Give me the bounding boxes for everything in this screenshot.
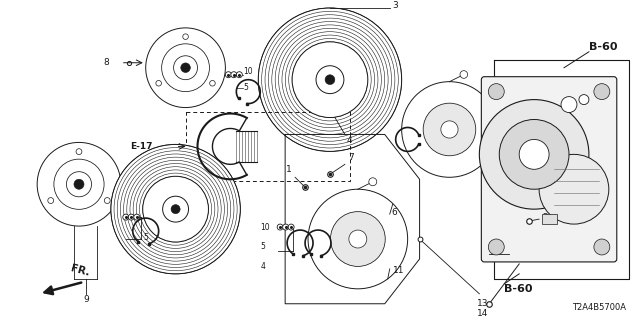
Circle shape (146, 28, 225, 108)
Bar (186, 112, 350, 181)
Text: 4: 4 (347, 136, 353, 146)
Circle shape (236, 72, 243, 78)
Circle shape (441, 121, 458, 138)
Text: 5: 5 (144, 233, 148, 242)
Circle shape (111, 144, 241, 274)
Circle shape (488, 84, 504, 100)
Text: 3: 3 (393, 2, 399, 11)
Circle shape (76, 149, 82, 155)
Circle shape (579, 95, 589, 105)
Circle shape (123, 214, 129, 220)
Text: 6: 6 (392, 208, 397, 217)
Text: 7: 7 (348, 153, 354, 162)
Text: 11: 11 (393, 266, 404, 276)
Circle shape (308, 189, 408, 289)
Circle shape (259, 8, 402, 151)
Circle shape (74, 179, 84, 189)
FancyBboxPatch shape (481, 77, 617, 262)
Circle shape (283, 224, 289, 230)
Text: 4: 4 (260, 262, 265, 271)
Circle shape (402, 82, 497, 177)
Circle shape (479, 100, 589, 209)
Circle shape (316, 66, 344, 94)
Text: 2: 2 (542, 212, 548, 222)
Text: 10: 10 (144, 212, 154, 222)
Text: B-60: B-60 (589, 42, 618, 52)
Circle shape (488, 239, 504, 255)
Circle shape (183, 34, 188, 39)
Text: 8: 8 (103, 58, 109, 67)
Circle shape (104, 198, 110, 204)
Circle shape (539, 154, 609, 224)
Circle shape (128, 214, 134, 220)
Circle shape (460, 71, 468, 78)
Circle shape (210, 80, 215, 86)
Circle shape (423, 103, 476, 156)
Circle shape (156, 80, 161, 86)
Circle shape (519, 140, 549, 169)
Text: B-60: B-60 (504, 284, 532, 294)
Circle shape (369, 178, 377, 186)
Circle shape (48, 198, 54, 204)
Circle shape (330, 212, 385, 267)
Text: 5: 5 (260, 243, 265, 252)
Circle shape (325, 75, 335, 84)
Text: 5: 5 (243, 83, 248, 92)
Text: 14: 14 (477, 309, 488, 318)
Circle shape (180, 63, 190, 73)
Circle shape (594, 239, 610, 255)
Text: FR.: FR. (69, 263, 90, 278)
Circle shape (349, 230, 367, 248)
Circle shape (288, 224, 294, 230)
Text: 10: 10 (243, 67, 253, 76)
Circle shape (163, 196, 189, 222)
Circle shape (37, 142, 121, 226)
Text: 10: 10 (260, 223, 270, 232)
Circle shape (231, 72, 237, 78)
Circle shape (143, 176, 209, 242)
Circle shape (225, 72, 232, 78)
Text: 13: 13 (477, 299, 489, 308)
Circle shape (499, 119, 569, 189)
Bar (542, 214, 557, 224)
Text: 9: 9 (83, 295, 89, 304)
Circle shape (171, 204, 180, 214)
Circle shape (134, 214, 140, 220)
Text: T2A4B5700A: T2A4B5700A (572, 303, 626, 312)
Text: E-17: E-17 (130, 142, 153, 151)
Circle shape (292, 42, 368, 117)
Circle shape (561, 97, 577, 113)
Circle shape (277, 224, 283, 230)
Text: 1: 1 (286, 165, 292, 174)
Circle shape (594, 84, 610, 100)
